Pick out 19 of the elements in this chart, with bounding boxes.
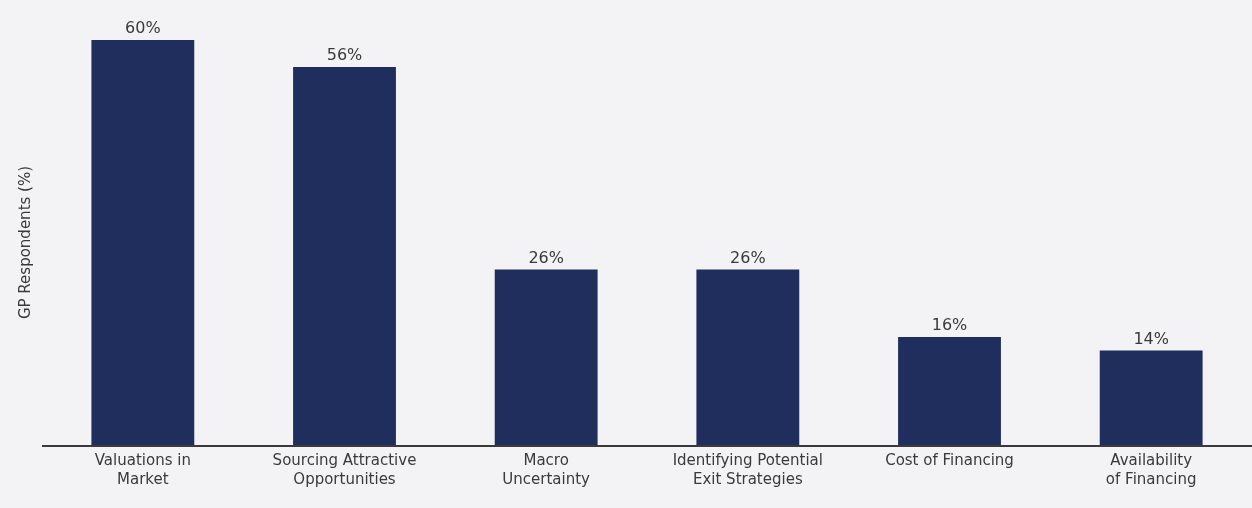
x-tick-label: Availability of Financing	[1105, 450, 1197, 489]
x-tick-label: Macro Uncertainty	[502, 450, 591, 489]
bar	[1099, 350, 1203, 445]
y-axis-title: GP Respondents (%)	[16, 165, 35, 320]
data-label: 60%	[125, 18, 161, 37]
bar	[91, 40, 195, 445]
x-tick-label: Cost of Financing	[885, 450, 1014, 469]
data-label: 26%	[528, 247, 564, 267]
bar	[696, 269, 800, 445]
data-label: 16%	[931, 315, 968, 334]
data-label: 56%	[326, 45, 363, 64]
x-tick-label: Identifying Potential Exit Strategies	[672, 450, 823, 489]
bar	[494, 269, 598, 445]
x-tick-label: Sourcing Attractive Opportunities	[272, 450, 417, 489]
bar	[898, 337, 1001, 445]
data-label: 26%	[730, 247, 766, 267]
bar	[293, 67, 396, 445]
data-label: 14%	[1133, 328, 1169, 348]
x-tick-label: Valuations in Market	[94, 450, 191, 489]
